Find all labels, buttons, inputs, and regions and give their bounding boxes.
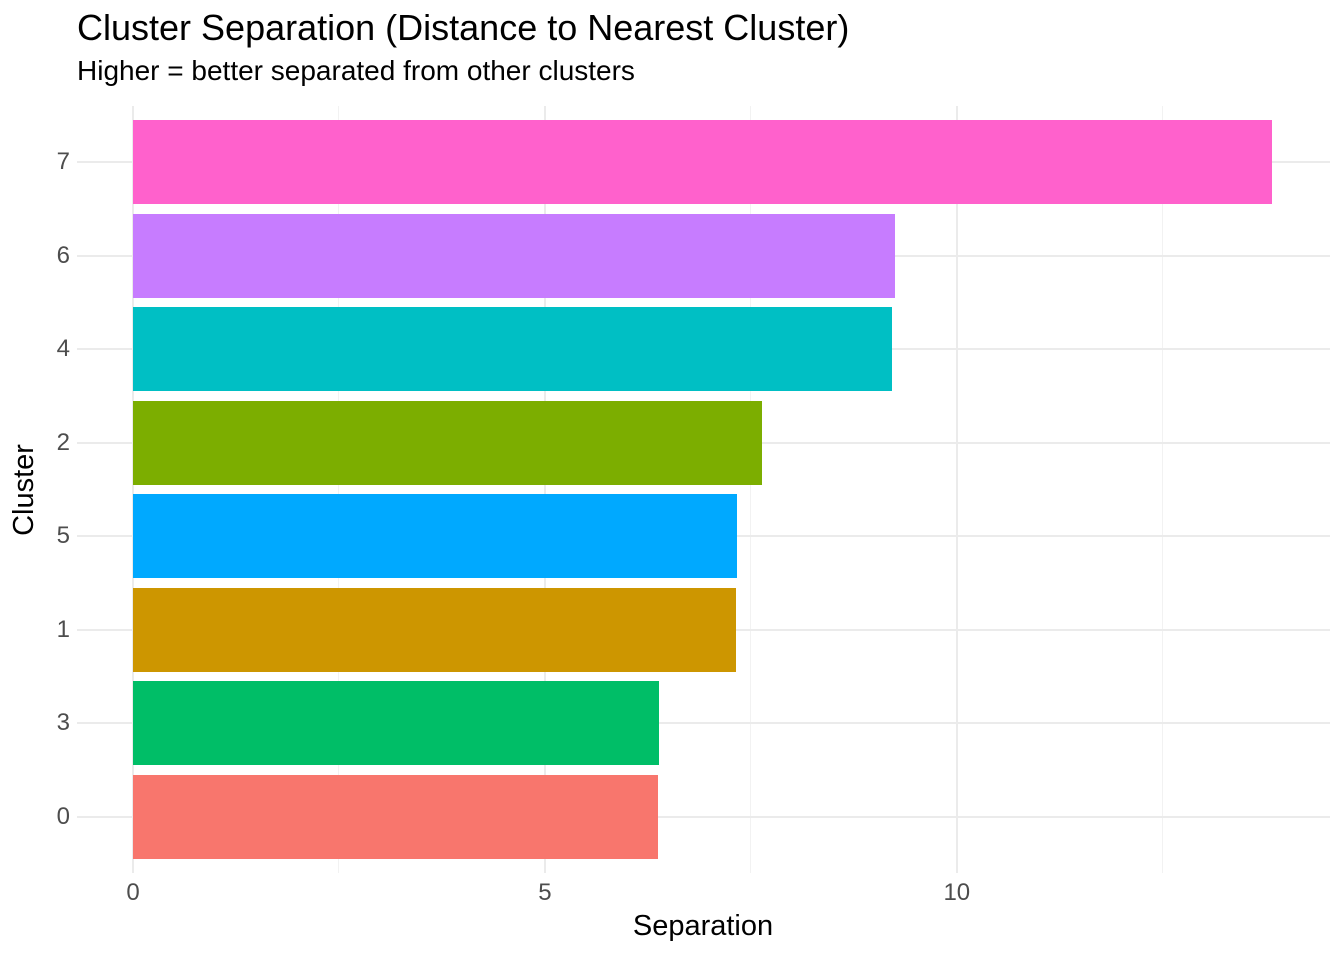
bar-cluster-7 — [133, 120, 1273, 205]
major-gridline-x-10 — [955, 106, 958, 873]
bar-cluster-1 — [133, 587, 737, 672]
x-axis-title: Separation — [632, 910, 774, 942]
bar-cluster-2 — [133, 400, 762, 485]
y-tick-label-0: 0 — [56, 802, 70, 830]
y-tick-label-4: 4 — [56, 335, 70, 363]
major-gridline-y-3 — [77, 722, 1330, 725]
y-tick-label-5: 5 — [56, 522, 70, 550]
minor-gridline-x-12.5 — [1162, 106, 1164, 873]
y-tick-label-7: 7 — [56, 148, 70, 176]
y-tick-label-1: 1 — [56, 615, 70, 643]
minor-gridline-x-7.5 — [750, 106, 752, 873]
bar-cluster-0 — [133, 774, 658, 859]
y-tick-label-3: 3 — [56, 709, 70, 737]
x-tick-label-5: 5 — [538, 879, 552, 906]
major-gridline-x-0 — [132, 106, 135, 873]
x-tick-label-10: 10 — [943, 879, 971, 906]
chart-title: Cluster Separation (Distance to Nearest … — [77, 7, 850, 48]
bar-cluster-6 — [133, 213, 896, 298]
bar-cluster-5 — [133, 494, 737, 579]
minor-gridline-x-2.5 — [338, 106, 340, 873]
bar-cluster-3 — [133, 681, 660, 766]
y-axis-title: Cluster — [8, 444, 40, 536]
y-tick-label-6: 6 — [56, 241, 70, 269]
x-tick-label-0: 0 — [126, 879, 140, 906]
major-gridline-x-5 — [543, 106, 546, 873]
major-gridline-y-0 — [77, 815, 1330, 818]
y-tick-label-2: 2 — [56, 428, 70, 456]
chart-subtitle: Higher = better separated from other clu… — [77, 55, 635, 86]
plot-panel — [77, 106, 1330, 873]
bar-cluster-4 — [133, 307, 892, 392]
